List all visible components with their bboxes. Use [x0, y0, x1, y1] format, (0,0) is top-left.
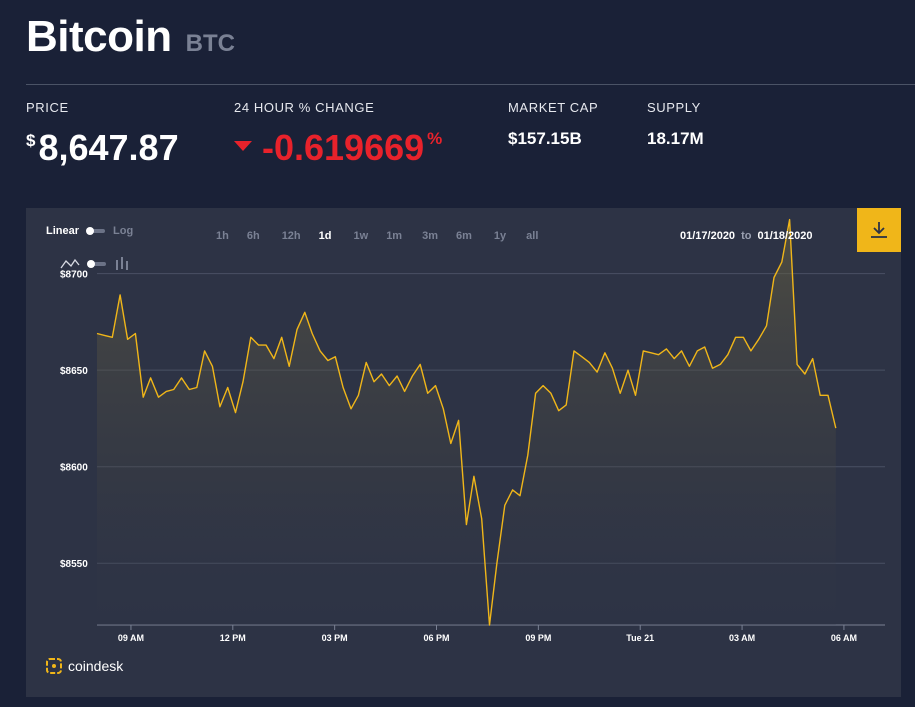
scale-switch[interactable]: [86, 227, 106, 235]
x-tick-label: 09 AM: [118, 633, 144, 643]
market-cap-stat: MARKET CAP $157.15B: [508, 100, 598, 149]
chart-type-toggle[interactable]: [60, 256, 130, 272]
change-unit: %: [427, 129, 443, 148]
range-1w[interactable]: 1w: [353, 230, 369, 242]
price-value: 8,647.87: [38, 127, 179, 168]
line-chart-icon[interactable]: [60, 257, 80, 271]
chart-type-switch-knob: [87, 260, 95, 268]
scale-switch-knob: [86, 227, 95, 235]
scale-linear-option[interactable]: Linear: [46, 225, 80, 237]
price-label: PRICE: [26, 100, 69, 115]
scale-log-option[interactable]: Log: [113, 225, 134, 237]
y-tick-label: $8600: [60, 463, 88, 474]
bar-chart-icon[interactable]: [114, 256, 130, 272]
x-tick-label: 03 PM: [322, 633, 348, 643]
coin-ticker: BTC: [185, 30, 235, 57]
y-tick-label: $8700: [60, 270, 88, 281]
range-1h[interactable]: 1h: [216, 230, 229, 242]
range-all[interactable]: all: [526, 230, 539, 242]
market-cap-value: $157.15B: [508, 129, 582, 148]
coindesk-wordmark: coindesk: [68, 658, 124, 674]
coindesk-brand: coindesk: [46, 658, 123, 674]
date-to[interactable]: 01/18/2020: [757, 230, 813, 242]
supply-label: SUPPLY: [647, 100, 701, 115]
coindesk-logo-icon: [46, 658, 62, 674]
download-icon: [871, 222, 887, 238]
price-chart: $8700 $8650 $8600 $8550 09 AM 12 PM 03 PM 06 PM…: [60, 218, 885, 643]
change-value: -0.619669: [262, 127, 425, 168]
change-stat: 24 HOUR % CHANGE -0.619669 %: [234, 100, 442, 169]
x-tick-label: 09 PM: [525, 633, 551, 643]
scale-toggle[interactable]: Linear Log: [46, 225, 133, 237]
range-1m[interactable]: 1m: [386, 230, 403, 242]
down-arrow-icon: [234, 141, 252, 151]
x-tick-label: Tue 21: [626, 633, 654, 643]
header-divider: [26, 84, 915, 85]
range-6m[interactable]: 6m: [456, 230, 472, 242]
date-range[interactable]: 01/17/2020 to 01/18/2020: [680, 230, 813, 242]
date-to-word: to: [741, 230, 752, 242]
price-currency-symbol: $: [26, 131, 36, 150]
x-tick-label: 12 PM: [220, 633, 246, 643]
x-tick-label: 03 AM: [729, 633, 755, 643]
y-tick-label: $8550: [60, 559, 88, 570]
price-line: [96, 218, 837, 626]
range-1y[interactable]: 1y: [493, 230, 507, 242]
chart-panel: $8700 $8650 $8600 $8550 09 AM 12 PM 03 PM 06 PM…: [26, 208, 901, 697]
download-button[interactable]: [857, 208, 901, 252]
coin-name: Bitcoin: [26, 12, 172, 61]
market-cap-label: MARKET CAP: [508, 100, 599, 115]
time-range-selector: 1h 6h 12h 1d 1w 1m 3m 6m 1y all: [216, 230, 548, 242]
chart-type-switch[interactable]: [87, 260, 106, 268]
price-stat: PRICE $ 8,647.87: [26, 100, 179, 169]
page-title: Bitcoin BTC: [26, 12, 235, 62]
x-tick-label: 06 AM: [831, 633, 857, 643]
supply-value: 18.17M: [647, 129, 704, 148]
supply-stat: SUPPLY 18.17M: [647, 100, 704, 149]
change-label: 24 HOUR % CHANGE: [234, 100, 375, 115]
y-tick-label: $8650: [60, 366, 88, 377]
range-12h[interactable]: 12h: [281, 230, 301, 242]
range-3m[interactable]: 3m: [422, 230, 438, 242]
x-tick-label: 06 PM: [424, 633, 450, 643]
price-area: [97, 219, 836, 625]
date-from[interactable]: 01/17/2020: [680, 230, 736, 242]
range-1d[interactable]: 1d: [318, 230, 332, 242]
range-6h[interactable]: 6h: [246, 230, 260, 242]
